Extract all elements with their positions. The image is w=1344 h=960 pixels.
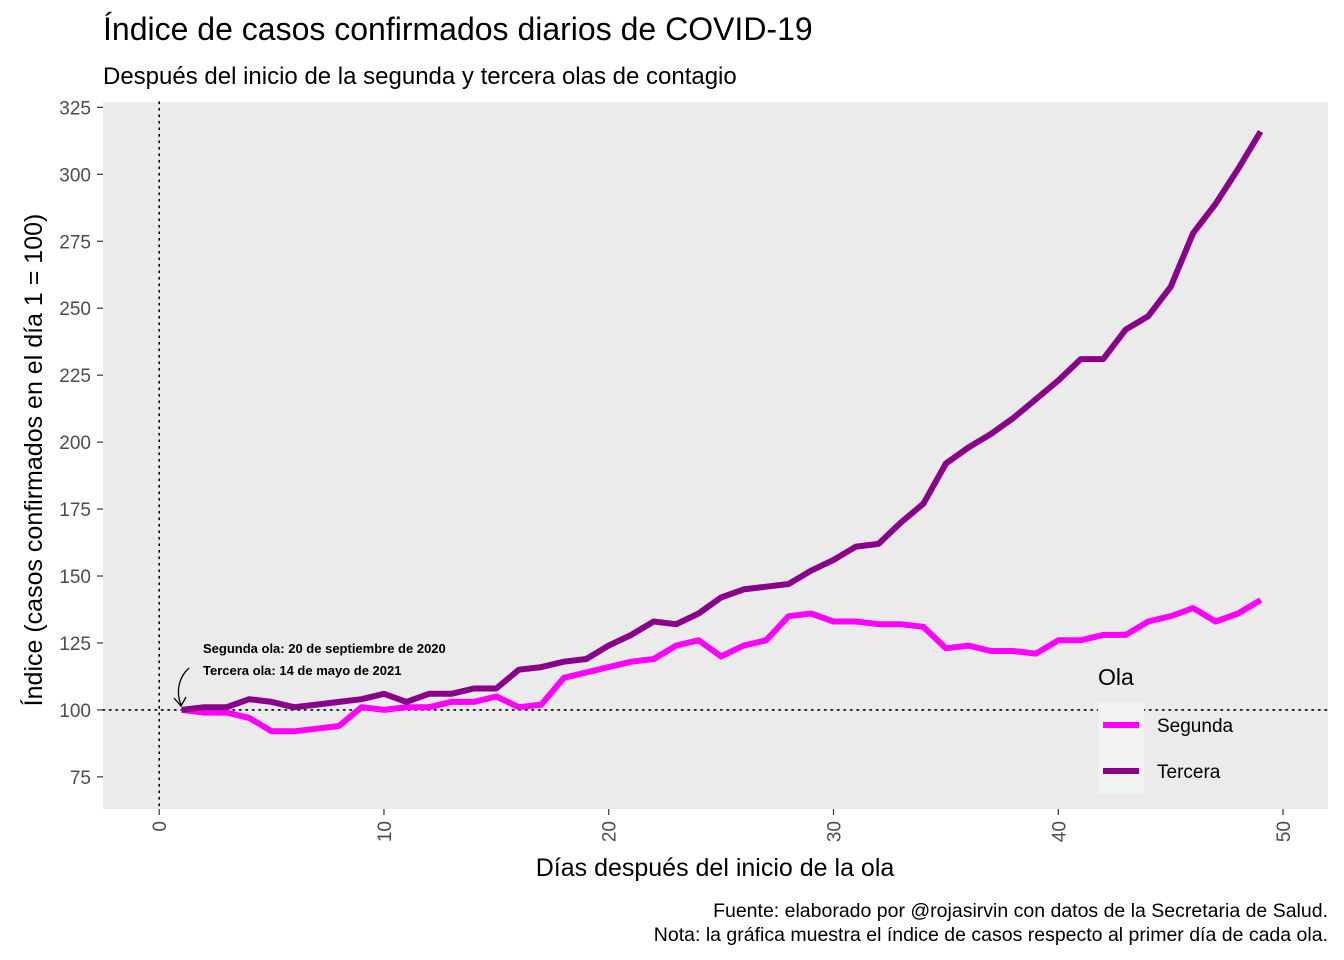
legend-title: Ola [1098, 664, 1134, 690]
y-tick-label: 300 [59, 165, 91, 186]
caption-source: Fuente: elaborado por @rojasirvin con da… [713, 900, 1328, 922]
x-tick-label: 10 [375, 821, 396, 842]
y-tick-label: 325 [59, 98, 91, 119]
caption-note: Nota: la gráfica muestra el índice de ca… [654, 924, 1328, 946]
chart-title: Índice de casos confirmados diarios de C… [103, 11, 813, 47]
series-lines [181, 129, 1264, 735]
chart-subtitle: Después del inicio de la segunda y terce… [103, 63, 737, 90]
x-axis: 0 10 20 30 40 50 [150, 809, 1295, 842]
y-tick-label: 275 [59, 232, 91, 253]
x-axis-title: Días después del inicio de la ola [536, 854, 895, 882]
annotation-tercera-ola: Tercera ola: 14 de mayo de 2021 [203, 663, 401, 678]
y-tick-label: 250 [59, 299, 91, 320]
series-line-segunda [181, 597, 1263, 735]
legend: Ola Segunda Tercera [1098, 664, 1234, 794]
x-tick-label: 40 [1049, 821, 1070, 842]
annotation-arrowhead [173, 696, 187, 708]
series-line-tercera [181, 129, 1264, 713]
y-axis-title: Índice (casos confirmados en el día 1 = … [19, 214, 48, 707]
x-tick-label: 50 [1274, 821, 1295, 842]
y-tick-label: 150 [59, 567, 91, 588]
annotation-arrow [177, 667, 190, 706]
legend-label-segunda: Segunda [1157, 716, 1234, 737]
y-axis: 75 100 125 150 175 200 225 250 275 300 325 [59, 98, 103, 789]
y-tick-label: 75 [70, 768, 91, 789]
x-tick-label: 20 [600, 821, 621, 842]
y-tick-label: 125 [59, 634, 91, 655]
x-tick-label: 30 [825, 821, 846, 842]
x-tick-label: 0 [150, 821, 171, 832]
y-tick-label: 100 [59, 701, 91, 722]
y-tick-label: 225 [59, 366, 91, 387]
y-tick-label: 175 [59, 500, 91, 521]
legend-label-tercera: Tercera [1157, 762, 1221, 783]
y-tick-label: 200 [59, 433, 91, 454]
plot-panel [103, 102, 1328, 809]
annotation-segunda-ola: Segunda ola: 20 de septiembre de 2020 [203, 641, 446, 656]
